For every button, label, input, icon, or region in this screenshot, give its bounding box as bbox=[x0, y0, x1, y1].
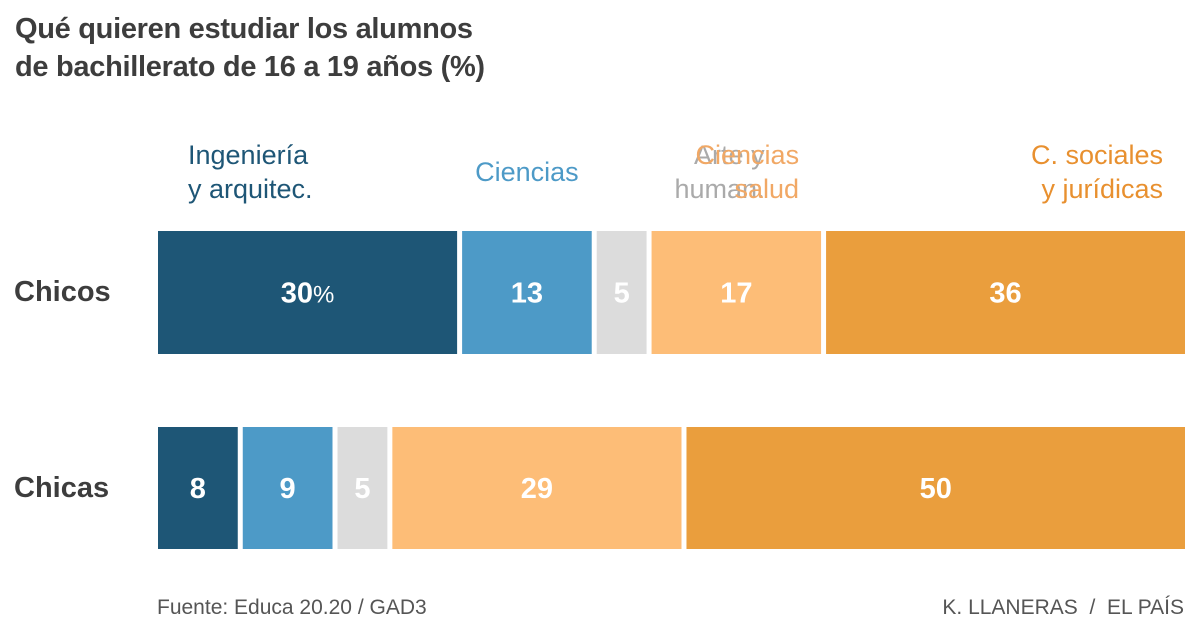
bar-segment-chicos-4 bbox=[826, 231, 1185, 354]
legend-label-4: C. sociales y jurídicas bbox=[1031, 138, 1163, 206]
data-label: 9 bbox=[280, 473, 296, 505]
bar-segment-chicos-0 bbox=[158, 231, 458, 354]
data-label: 13 bbox=[511, 278, 543, 310]
bar-segment-chicos-3 bbox=[651, 231, 822, 354]
data-label: 50 bbox=[920, 473, 952, 505]
legend-label-line: y arquitec. bbox=[188, 174, 313, 204]
source-note: Fuente: Educa 20.20 / GAD3 bbox=[157, 596, 427, 619]
legend-label-3: Ciencias salud bbox=[696, 138, 800, 206]
data-label: 5 bbox=[354, 473, 370, 505]
bar-segment-chicos-2 bbox=[596, 231, 647, 354]
bar-segment-chicas-0 bbox=[158, 427, 238, 549]
legend-label-line: salud bbox=[734, 174, 800, 204]
legend-label-line: y jurídicas bbox=[1041, 174, 1163, 204]
legend-label-line: Ingeniería bbox=[188, 140, 309, 170]
bar-segment-chicas-2 bbox=[337, 427, 388, 549]
bar-segment-chicas-1 bbox=[242, 427, 333, 549]
title-line-2: de bachillerato de 16 a 19 años (%) bbox=[15, 51, 485, 83]
legend-label-1: Ciencias bbox=[462, 155, 592, 189]
legend-label-2: Arte y human. bbox=[675, 138, 765, 206]
bar-segment-chicos-1 bbox=[462, 231, 592, 354]
data-label: 29 bbox=[521, 473, 553, 505]
chart-title: Qué quieren estudiar los alumnos de bach… bbox=[15, 10, 485, 86]
data-label: 30% bbox=[281, 278, 335, 310]
bar-segment-chicas-3 bbox=[392, 427, 682, 549]
row-label-chicas: Chicas bbox=[14, 472, 110, 504]
data-label: 8 bbox=[190, 473, 206, 505]
title-line-1: Qué quieren estudiar los alumnos bbox=[15, 13, 473, 45]
legend-label-line: Ciencias bbox=[695, 140, 800, 170]
data-label: 17 bbox=[720, 278, 752, 310]
legend-label-line: Ciencias bbox=[475, 157, 579, 187]
bar-segment-chicas-4 bbox=[686, 427, 1185, 549]
legend-label-line: human. bbox=[674, 174, 765, 204]
legend-label-0: Ingeniería y arquitec. bbox=[188, 138, 313, 206]
credit-note: K. LLANERAS / EL PAÍS bbox=[942, 596, 1184, 619]
legend-label-line: Arte y bbox=[694, 140, 765, 170]
legend-label-line: C. sociales bbox=[1030, 140, 1163, 170]
row-label-chicos: Chicos bbox=[14, 276, 111, 308]
data-label: 36 bbox=[989, 278, 1021, 310]
data-label: 5 bbox=[614, 278, 630, 310]
